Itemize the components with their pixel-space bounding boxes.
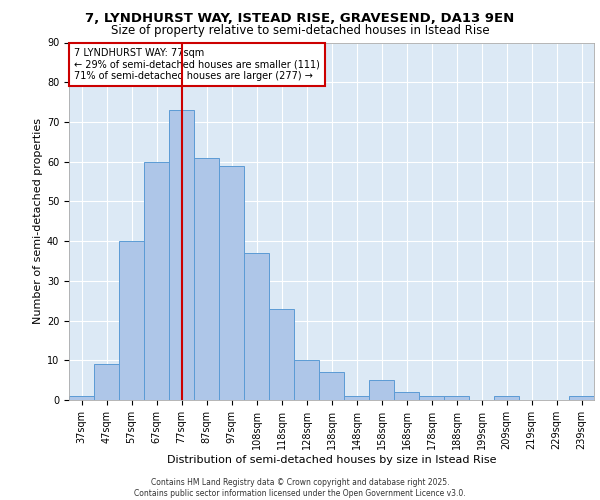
Bar xyxy=(119,241,144,400)
Text: 7 LYNDHURST WAY: 77sqm
← 29% of semi-detached houses are smaller (111)
71% of se: 7 LYNDHURST WAY: 77sqm ← 29% of semi-det… xyxy=(74,48,320,81)
Y-axis label: Number of semi-detached properties: Number of semi-detached properties xyxy=(33,118,43,324)
Bar xyxy=(94,364,119,400)
Bar xyxy=(69,396,94,400)
Bar xyxy=(144,162,169,400)
X-axis label: Distribution of semi-detached houses by size in Istead Rise: Distribution of semi-detached houses by … xyxy=(167,454,496,464)
Bar xyxy=(369,380,394,400)
Bar xyxy=(319,372,344,400)
Bar xyxy=(419,396,444,400)
Bar xyxy=(294,360,319,400)
Text: Contains HM Land Registry data © Crown copyright and database right 2025.
Contai: Contains HM Land Registry data © Crown c… xyxy=(134,478,466,498)
Bar xyxy=(394,392,419,400)
Bar xyxy=(169,110,194,400)
Bar xyxy=(444,396,469,400)
Bar xyxy=(494,396,519,400)
Text: 7, LYNDHURST WAY, ISTEAD RISE, GRAVESEND, DA13 9EN: 7, LYNDHURST WAY, ISTEAD RISE, GRAVESEND… xyxy=(85,12,515,24)
Bar xyxy=(219,166,244,400)
Bar xyxy=(194,158,219,400)
Bar xyxy=(244,253,269,400)
Bar xyxy=(269,308,294,400)
Text: Size of property relative to semi-detached houses in Istead Rise: Size of property relative to semi-detach… xyxy=(110,24,490,37)
Bar xyxy=(344,396,369,400)
Bar xyxy=(569,396,594,400)
